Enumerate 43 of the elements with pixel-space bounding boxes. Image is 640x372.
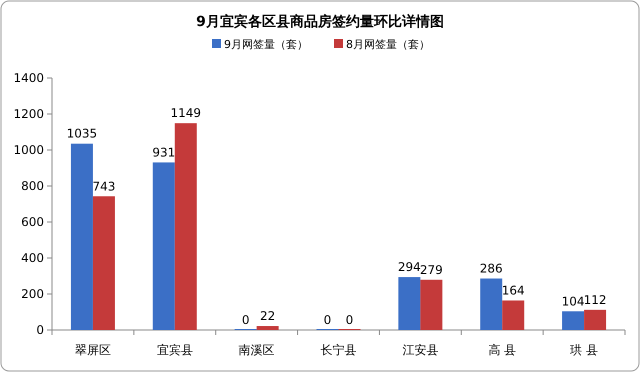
bar <box>256 326 279 330</box>
bar <box>562 311 584 330</box>
y-tick-label: 400 <box>21 251 44 265</box>
x-tick-label: 江安县 <box>402 343 438 357</box>
data-label: 0 <box>242 313 250 327</box>
data-label: 743 <box>92 179 116 194</box>
data-label: 279 <box>420 262 443 277</box>
chart-title: 9月宜宾各区县商品房签约量环比详情图 <box>196 13 444 30</box>
y-tick-label: 1000 <box>13 143 44 157</box>
y-tick-label: 1400 <box>13 71 44 85</box>
data-label: 112 <box>584 292 607 307</box>
bar <box>398 277 420 330</box>
x-tick-label: 宜宾县 <box>156 343 193 357</box>
y-tick-label: 200 <box>21 287 44 301</box>
x-tick-label: 珙 县 <box>570 343 598 357</box>
x-tick-label: 高 县 <box>488 343 516 357</box>
legend-label: 8月网签量（套） <box>346 38 430 51</box>
legend-label: 9月网签量（套） <box>224 38 308 51</box>
bar <box>70 144 93 330</box>
data-label: 1149 <box>170 106 202 120</box>
bar <box>502 300 524 330</box>
data-label: 0 <box>324 313 332 327</box>
y-tick-label: 600 <box>21 215 44 229</box>
y-tick-label: 1200 <box>13 107 44 121</box>
x-tick-label: 南溪区 <box>238 343 275 357</box>
bar <box>152 162 175 330</box>
data-label: 164 <box>502 283 525 298</box>
y-tick-label: 800 <box>21 179 44 193</box>
y-tick-label: 0 <box>36 323 44 337</box>
data-label: 104 <box>562 294 585 308</box>
bar <box>174 123 197 330</box>
bar <box>584 310 606 330</box>
bar <box>480 278 502 330</box>
data-label: 1035 <box>66 126 98 141</box>
bar <box>420 280 442 330</box>
data-label: 931 <box>152 145 176 160</box>
data-label: 0 <box>346 313 354 327</box>
bar <box>92 196 115 330</box>
x-tick-label: 长宁县 <box>320 343 356 357</box>
data-label: 286 <box>480 262 503 276</box>
data-label: 294 <box>398 260 421 274</box>
data-label: 22 <box>260 309 276 324</box>
x-tick-label: 翠屏区 <box>74 343 111 357</box>
